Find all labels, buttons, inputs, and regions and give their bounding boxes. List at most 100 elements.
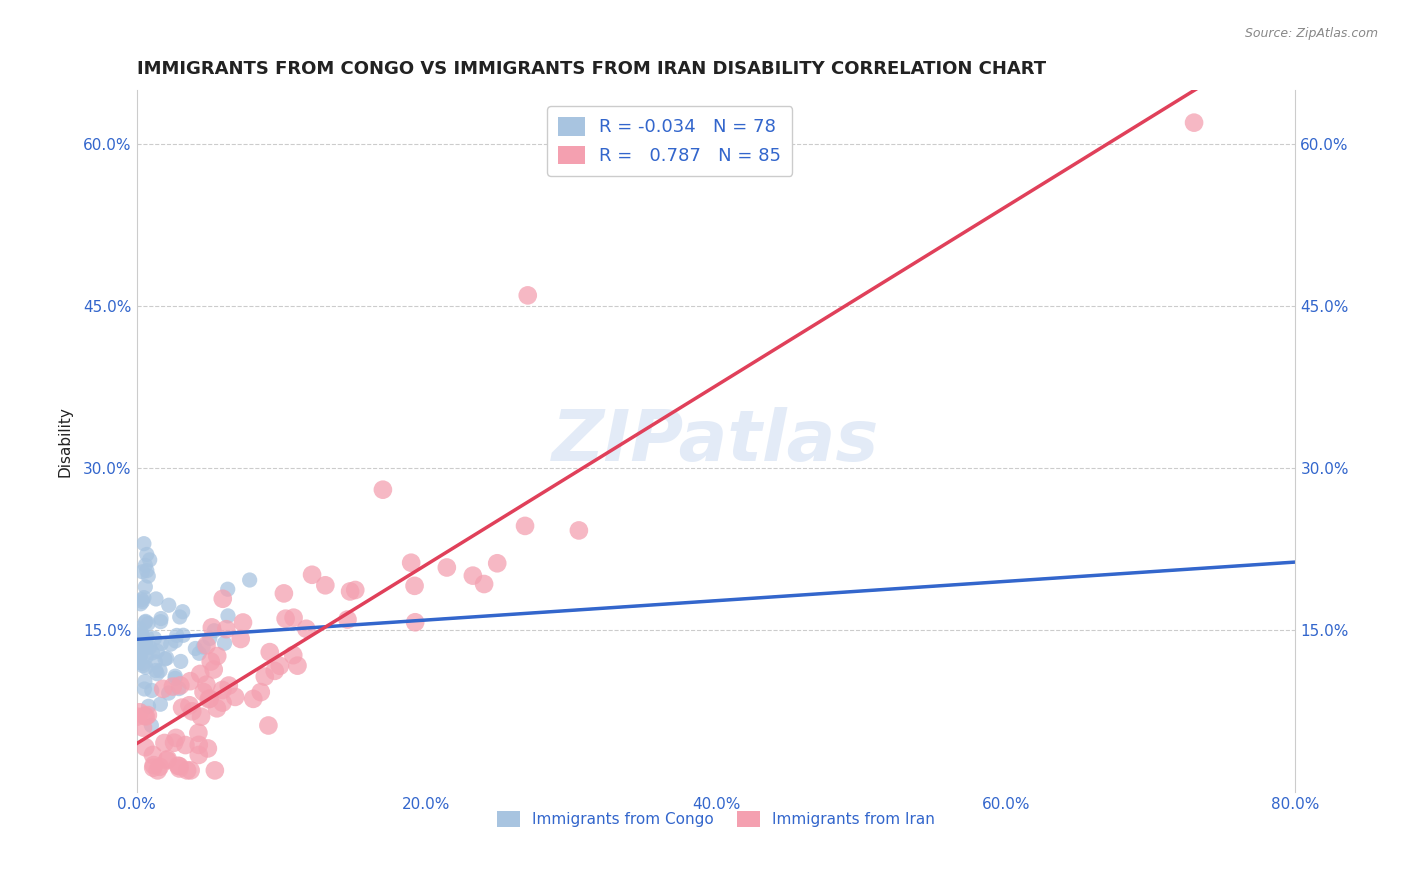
Point xyxy=(152,681,174,696)
Point xyxy=(146,764,169,778)
Point xyxy=(128,622,150,636)
Point xyxy=(215,622,238,636)
Point xyxy=(513,519,536,533)
Point xyxy=(190,709,212,723)
Point xyxy=(197,741,219,756)
Point xyxy=(202,663,225,677)
Text: ZIPatlas: ZIPatlas xyxy=(553,407,880,475)
Text: IMMIGRANTS FROM CONGO VS IMMIGRANTS FROM IRAN DISABILITY CORRELATION CHART: IMMIGRANTS FROM CONGO VS IMMIGRANTS FROM… xyxy=(136,60,1046,78)
Point xyxy=(135,564,157,578)
Point xyxy=(404,615,426,630)
Point xyxy=(134,681,156,696)
Point xyxy=(135,649,157,664)
Point xyxy=(191,640,214,654)
Text: Source: ZipAtlas.com: Source: ZipAtlas.com xyxy=(1244,27,1378,40)
Point xyxy=(211,683,233,698)
Point xyxy=(127,655,149,669)
Point xyxy=(344,582,367,597)
Point xyxy=(205,701,228,715)
Point xyxy=(134,740,156,755)
Point xyxy=(134,708,156,723)
Point xyxy=(472,577,495,591)
Point xyxy=(269,658,291,673)
Point xyxy=(188,646,211,660)
Point xyxy=(217,582,239,597)
Point xyxy=(149,697,172,711)
Point xyxy=(136,569,159,583)
Point xyxy=(149,615,172,629)
Point xyxy=(239,573,262,587)
Point xyxy=(138,553,160,567)
Point xyxy=(211,696,233,710)
Point xyxy=(187,726,209,740)
Point xyxy=(253,670,276,684)
Point xyxy=(142,758,165,772)
Point xyxy=(486,556,509,570)
Point xyxy=(195,638,218,652)
Point xyxy=(156,651,179,665)
Point xyxy=(157,686,180,700)
Point xyxy=(436,560,458,574)
Point xyxy=(127,641,149,656)
Point xyxy=(156,752,179,766)
Point xyxy=(125,709,148,723)
Y-axis label: Disability: Disability xyxy=(58,406,72,476)
Point xyxy=(217,608,239,623)
Point xyxy=(129,648,152,663)
Point xyxy=(127,645,149,659)
Point xyxy=(131,629,153,643)
Point xyxy=(165,671,187,685)
Point xyxy=(187,738,209,752)
Point xyxy=(181,704,204,718)
Point xyxy=(149,664,172,678)
Point xyxy=(135,709,157,723)
Point xyxy=(207,649,229,664)
Point xyxy=(131,594,153,608)
Point xyxy=(129,597,152,611)
Point xyxy=(399,556,422,570)
Point xyxy=(283,610,305,624)
Point xyxy=(259,645,281,659)
Point xyxy=(141,683,163,698)
Point xyxy=(172,700,194,714)
Point xyxy=(135,630,157,644)
Point xyxy=(163,736,186,750)
Point xyxy=(174,738,197,752)
Point xyxy=(146,644,169,658)
Point xyxy=(128,637,150,651)
Point xyxy=(146,666,169,681)
Point xyxy=(193,685,215,699)
Point xyxy=(201,620,224,634)
Point xyxy=(314,578,336,592)
Point xyxy=(132,536,155,550)
Point xyxy=(134,558,156,573)
Point xyxy=(131,627,153,641)
Point xyxy=(132,591,155,605)
Point xyxy=(224,690,246,704)
Point xyxy=(127,639,149,653)
Point xyxy=(242,691,264,706)
Point xyxy=(138,699,160,714)
Legend: Immigrants from Congo, Immigrants from Iran: Immigrants from Congo, Immigrants from I… xyxy=(491,805,941,833)
Point xyxy=(131,565,153,579)
Point xyxy=(135,660,157,674)
Point xyxy=(166,628,188,642)
Point xyxy=(301,567,323,582)
Point xyxy=(145,664,167,678)
Point xyxy=(176,764,198,778)
Point xyxy=(169,762,191,776)
Point xyxy=(141,718,163,732)
Point xyxy=(179,698,201,713)
Point xyxy=(153,652,176,666)
Point xyxy=(167,758,190,772)
Point xyxy=(170,655,193,669)
Point xyxy=(157,599,180,613)
Point xyxy=(200,655,222,669)
Point xyxy=(142,747,165,762)
Point xyxy=(159,637,181,651)
Point xyxy=(218,679,240,693)
Point xyxy=(167,681,190,696)
Point xyxy=(1182,116,1205,130)
Point xyxy=(128,706,150,720)
Point xyxy=(169,759,191,773)
